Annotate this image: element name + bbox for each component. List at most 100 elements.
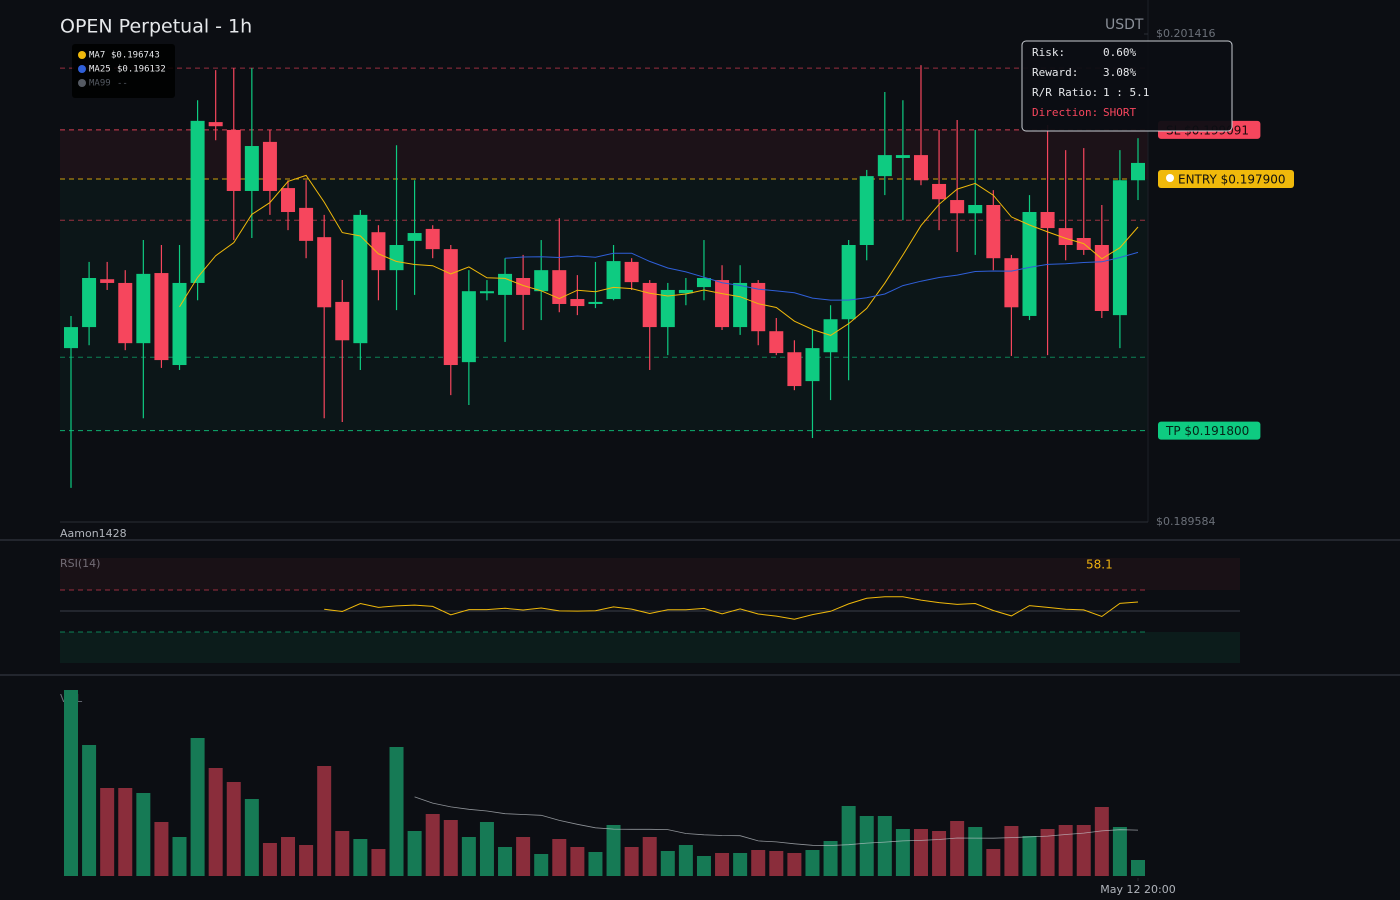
volume-bar	[968, 827, 983, 876]
candle-body	[859, 176, 874, 246]
volume-bar	[389, 747, 404, 876]
volume-bar	[82, 745, 97, 876]
candle-body	[805, 348, 820, 382]
volume-bar	[805, 850, 820, 876]
risk-value: 0.60%	[1103, 46, 1136, 59]
volume-bar	[407, 831, 422, 876]
risk-value: 3.08%	[1103, 66, 1136, 79]
volume-bar	[1058, 825, 1073, 876]
volume-bar	[932, 831, 947, 876]
currency: USDT	[1105, 17, 1144, 33]
volume-bar	[1094, 807, 1109, 876]
candle-body	[1022, 212, 1037, 316]
volume-bar	[696, 856, 711, 876]
candle-body	[425, 228, 440, 250]
volume-bar	[769, 851, 784, 876]
tp-label: TP $0.191800	[1165, 424, 1249, 438]
entry-dot	[1166, 174, 1174, 183]
risk-value: 1 : 5.1	[1103, 86, 1149, 99]
tp-zone	[60, 179, 1148, 431]
candle-body	[407, 233, 422, 241]
tp-tag	[1158, 421, 1261, 440]
volume-bar	[118, 788, 133, 876]
candle-body	[751, 282, 766, 332]
volume-bar	[841, 806, 856, 876]
legend-value: $0.196132	[117, 65, 166, 75]
volume-bar	[588, 852, 603, 876]
candle-body	[986, 204, 1001, 259]
candle-body	[932, 183, 947, 200]
volume-bar	[226, 782, 241, 876]
volume-bar	[100, 788, 115, 876]
volume-bar	[986, 849, 1001, 876]
volume-bar	[262, 843, 277, 876]
legend-dot	[78, 51, 86, 59]
candle-body	[950, 200, 965, 214]
legend-value: --	[117, 79, 128, 89]
volume-bar	[479, 822, 494, 876]
volume-bar	[606, 825, 621, 876]
candle-body	[715, 280, 730, 328]
candle-body	[552, 270, 567, 304]
candle-body	[317, 237, 332, 308]
volume-bar	[317, 766, 332, 876]
sl-zone	[60, 129, 1148, 180]
candle-body	[371, 232, 386, 271]
candle-body	[100, 279, 115, 283]
candle-body	[1058, 228, 1073, 246]
ma25-line	[504, 251, 1139, 301]
volume-bar	[534, 854, 549, 876]
volume-bar	[299, 845, 314, 876]
candle-body	[208, 122, 223, 127]
candle-body	[136, 273, 151, 344]
candle-body	[534, 270, 549, 292]
volume-bar	[154, 822, 169, 876]
candle-body	[244, 146, 259, 191]
candle-body	[968, 204, 983, 214]
volume-bar	[353, 839, 368, 876]
candle-body	[570, 299, 585, 307]
volume-bar	[461, 837, 476, 876]
entry-label: ENTRY $0.197900	[1178, 173, 1286, 187]
candle-body	[895, 155, 910, 158]
risk-key: R/R Ratio:	[1032, 86, 1098, 99]
candle-body	[642, 282, 657, 328]
candle-body	[172, 282, 187, 366]
candle-body	[1131, 162, 1145, 181]
volume-bar	[1004, 826, 1019, 876]
legend-box	[72, 44, 175, 98]
volume-bar	[1131, 860, 1145, 876]
risk-key: Risk:	[1032, 46, 1065, 59]
volume-bar	[1112, 827, 1127, 876]
volume-bar	[624, 847, 639, 876]
volume-bar	[823, 841, 838, 876]
candle-body	[498, 273, 513, 295]
candle-body	[588, 301, 603, 304]
candle-body	[913, 155, 928, 181]
rsi-line	[324, 596, 1139, 620]
legend-name: MA99	[89, 79, 111, 89]
y-tick-label: $0.201416	[1156, 27, 1216, 40]
candle-body	[696, 278, 711, 288]
volume-bar	[642, 837, 657, 876]
candle-body	[82, 278, 97, 328]
candle-body	[1040, 212, 1055, 229]
volume-bar	[516, 837, 531, 876]
risk-box	[1021, 40, 1233, 132]
rsi-oversold-zone	[60, 632, 1240, 663]
volume-bar	[1022, 836, 1037, 876]
candle-body	[299, 207, 314, 241]
candle-body	[1004, 258, 1019, 308]
volume-bar	[443, 820, 458, 876]
candle-body	[461, 291, 476, 363]
candle-body	[660, 289, 675, 328]
risk-value: SHORT	[1103, 106, 1136, 119]
volume-ma-line	[414, 796, 1139, 846]
volume-bar	[787, 853, 802, 876]
candle-body	[479, 291, 494, 294]
chart-title: OPEN Perpetual - 1h	[60, 16, 252, 38]
candle-body	[787, 352, 802, 387]
volume-bar	[190, 738, 205, 876]
watermark: Aamon1428	[60, 527, 127, 540]
